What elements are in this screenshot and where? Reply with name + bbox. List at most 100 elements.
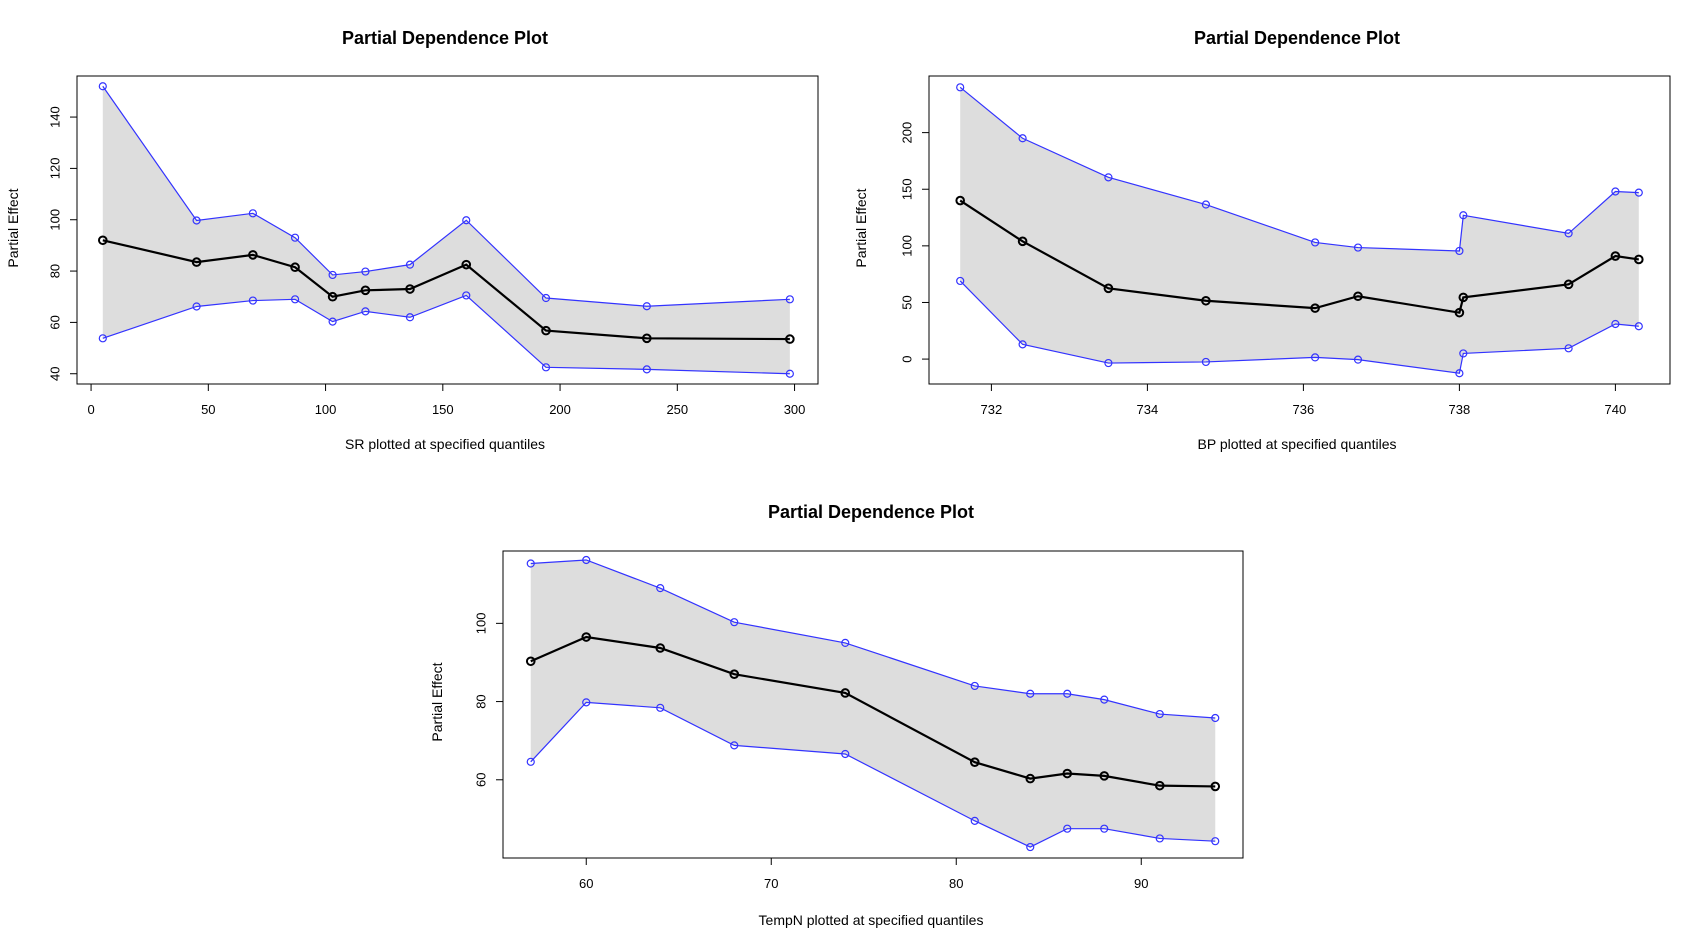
chart-sr-upper-point	[405, 260, 415, 269]
chart-sr-plot: 0 50 100 150 200 250 300 40 60 80 100 120 140	[47, 75, 819, 417]
chart-bp-x-tick-label: 736	[1293, 402, 1315, 417]
chart-tempn-y-tick-label: 60	[473, 773, 488, 787]
chart-sr-band	[102, 86, 790, 374]
chart-sr-y-tick-label: 120	[47, 158, 62, 180]
chart-sr-lower-point	[98, 334, 107, 343]
chart-sr-lower-point	[785, 369, 794, 378]
chart-bp-effect-point	[1458, 292, 1469, 303]
chart-tempn-xlabel: TempN plotted at specified quantiles	[759, 912, 984, 928]
chart-sr-effect-point	[97, 235, 108, 246]
chart-tempn-upper-point	[526, 559, 535, 568]
chart-bp-lower-point	[1201, 357, 1211, 367]
chart-bp: Partial Dependence Plot BP plotted at sp…	[853, 28, 1671, 452]
chart-tempn-effect-point	[525, 656, 536, 667]
chart-bp-lower-point	[1353, 355, 1363, 364]
chart-bp-effect-line	[959, 199, 1639, 314]
chart-tempn-frame	[502, 550, 1244, 859]
chart-sr-lower-point	[405, 313, 415, 322]
chart-tempn-effect-point	[581, 632, 592, 642]
chart-tempn-upper-point	[1155, 709, 1164, 719]
chart-bp-effect-point	[1454, 307, 1465, 318]
chart-bp-upper-point	[1455, 246, 1464, 256]
chart-tempn-effect-point	[1062, 768, 1073, 779]
chart-tempn-effect-point	[1154, 780, 1165, 791]
chart-tempn-lower-point	[970, 816, 979, 825]
chart-sr-xlabel: SR plotted at specified quantiles	[345, 436, 545, 452]
chart-sr-title: Partial Dependence Plot	[342, 28, 548, 48]
chart-sr-lower-point	[290, 295, 300, 304]
chart-sr-effect-point	[541, 325, 551, 336]
chart-tempn-effect-point	[1025, 773, 1036, 784]
chart-bp-band	[960, 87, 1639, 374]
chart-bp-effect-point	[1563, 279, 1574, 290]
chart-sr-effect-point	[290, 262, 300, 273]
chart-bp-effect-point	[1353, 291, 1363, 302]
chart-tempn-effect-point	[1210, 781, 1221, 792]
chart-bp-frame	[928, 75, 1671, 385]
chart-tempn-effect-point	[729, 669, 740, 679]
chart-sr-y-tick-label: 140	[47, 106, 62, 128]
chart-sr-x-tick-label: 250	[666, 402, 688, 417]
chart-sr-effect-point	[360, 285, 371, 296]
chart-sr-upper-point	[248, 209, 257, 218]
chart-sr-upper-point	[642, 302, 651, 311]
chart-sr-upper-line	[102, 85, 790, 307]
chart-sr-ylabel: Partial Effect	[5, 188, 21, 267]
chart-bp-upper-point	[1564, 229, 1573, 238]
chart-bp-plot: 732 734 736 738 740 0 50 100 150 200	[899, 75, 1671, 417]
chart-tempn-upper-point	[1026, 689, 1035, 698]
chart-sr-frame	[76, 75, 819, 385]
chart-bp-lower-point	[1310, 353, 1320, 362]
chart-tempn-effect-point	[1099, 771, 1110, 781]
chart-sr-y-tick-label: 40	[47, 366, 62, 380]
chart-sr-upper-point	[462, 216, 471, 225]
chart-sr-y-tick-label: 100	[47, 209, 62, 231]
chart-bp-effect-point	[1610, 251, 1621, 261]
chart-tempn-y-tick-label: 100	[473, 612, 488, 634]
chart-tempn-band	[530, 559, 1216, 848]
chart-bp-x-tick-label: 734	[1137, 402, 1159, 417]
chart-bp-effect-point	[1310, 303, 1320, 313]
chart-tempn-lower-point	[582, 698, 591, 707]
chart-bp-y-tick-label: 50	[899, 295, 914, 309]
chart-tempn-effect-point	[969, 757, 980, 767]
chart-tempn-lower-point	[1211, 837, 1220, 846]
chart-bp-upper-point	[1201, 200, 1211, 209]
chart-tempn-lower-line	[530, 701, 1216, 848]
chart-sr-y-tick-label: 80	[47, 264, 62, 278]
chart-sr-effect-point	[248, 250, 258, 260]
chart-bp-xlabel: BP plotted at specified quantiles	[1198, 436, 1397, 452]
chart-sr-upper-point	[98, 82, 107, 91]
chart-tempn-lower-point	[730, 741, 739, 750]
chart-tempn-upper-point	[1211, 713, 1220, 723]
chart-tempn-x-tick-label: 80	[949, 876, 963, 891]
chart-tempn-lower-point	[841, 749, 850, 759]
chart-sr-upper-point	[192, 216, 201, 225]
chart-sr-lower-point	[462, 291, 471, 300]
chart-sr-lower-point	[541, 363, 551, 372]
chart-bp-upper-point	[1310, 238, 1320, 247]
chart-sr-effect-point	[642, 333, 652, 344]
chart-bp-lower-point	[1459, 349, 1468, 358]
chart-bp-lower-line	[959, 280, 1639, 374]
chart-bp-x-tick-label: 732	[981, 402, 1003, 417]
chart-sr-x-tick-label: 150	[432, 402, 454, 417]
chart-bp-effect-point	[1634, 254, 1644, 265]
chart-bp-upper-point	[956, 83, 965, 92]
chart-sr-lower-point	[192, 302, 201, 311]
chart-bp-lower-point	[1564, 344, 1573, 353]
chart-bp-effect-point	[1017, 236, 1028, 247]
chart-tempn-upper-point	[656, 584, 665, 593]
chart-tempn-y-tick-label: 80	[473, 694, 488, 708]
chart-bp-upper-point	[1104, 173, 1113, 182]
chart-sr-lower-point	[248, 296, 257, 305]
chart-bp-ylabel: Partial Effect	[853, 188, 869, 267]
chart-sr-effect-point	[327, 291, 338, 302]
chart-tempn-effect-point	[655, 643, 666, 653]
chart-tempn-title: Partial Dependence Plot	[768, 502, 974, 522]
chart-bp-x-tick-label: 740	[1605, 402, 1627, 417]
chart-bp-lower-point	[1104, 358, 1113, 368]
chart-sr-upper-point	[361, 267, 370, 276]
chart-tempn-upper-point	[730, 618, 739, 627]
